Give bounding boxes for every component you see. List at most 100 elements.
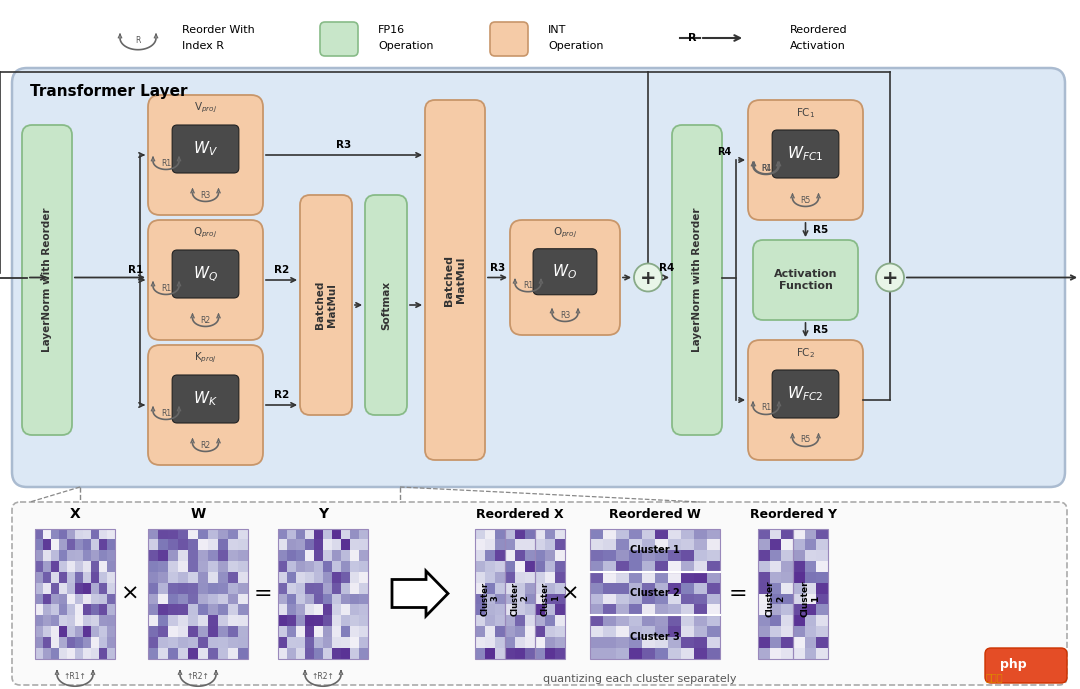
Bar — [314, 615, 323, 626]
Bar — [323, 539, 332, 551]
Bar — [770, 561, 781, 572]
Bar — [287, 551, 296, 561]
Bar — [535, 528, 565, 659]
Bar — [107, 561, 114, 572]
Bar — [278, 593, 287, 604]
Bar — [75, 539, 83, 551]
Bar — [208, 561, 218, 572]
Bar — [148, 593, 158, 604]
Bar — [350, 626, 359, 637]
Bar — [107, 528, 114, 539]
FancyBboxPatch shape — [748, 100, 863, 220]
Text: Cluster 2: Cluster 2 — [630, 588, 680, 599]
Bar — [218, 583, 228, 593]
Text: R3: R3 — [490, 263, 505, 273]
Bar — [485, 583, 495, 593]
Bar — [616, 615, 629, 626]
Text: Activation: Activation — [789, 41, 846, 51]
Bar — [669, 583, 681, 593]
Text: R3: R3 — [559, 311, 570, 320]
Bar — [178, 593, 188, 604]
Bar — [198, 583, 208, 593]
Bar — [350, 572, 359, 583]
Bar — [603, 593, 616, 604]
Bar — [75, 593, 83, 604]
Text: Cluster
2: Cluster 2 — [511, 582, 529, 615]
Bar — [296, 528, 305, 539]
Bar — [545, 561, 555, 572]
Bar — [629, 551, 642, 561]
Bar — [43, 572, 51, 583]
Bar — [525, 637, 535, 648]
Bar — [35, 583, 43, 593]
Bar — [654, 561, 669, 572]
Bar — [323, 528, 332, 539]
Bar — [332, 637, 341, 648]
Bar — [505, 615, 515, 626]
Bar — [83, 539, 91, 551]
Bar — [758, 604, 770, 615]
Bar — [781, 593, 793, 604]
Bar — [681, 528, 694, 539]
Bar — [314, 551, 323, 561]
Text: 中文网: 中文网 — [986, 672, 1003, 682]
Bar — [148, 539, 158, 551]
Bar — [781, 561, 793, 572]
Bar — [545, 615, 555, 626]
Bar — [707, 604, 720, 615]
Bar — [314, 561, 323, 572]
Bar — [198, 604, 208, 615]
Bar — [51, 539, 59, 551]
Bar — [287, 561, 296, 572]
Text: +: + — [881, 269, 899, 288]
Bar — [341, 583, 350, 593]
Bar — [168, 561, 178, 572]
Bar — [359, 572, 368, 583]
Bar — [91, 648, 99, 659]
Bar — [359, 539, 368, 551]
Text: Operation: Operation — [548, 41, 604, 51]
Bar — [545, 626, 555, 637]
Bar — [314, 528, 323, 539]
Bar — [305, 593, 314, 604]
Bar — [505, 583, 515, 593]
Bar — [816, 637, 828, 648]
Text: =: = — [254, 584, 272, 604]
Bar — [148, 626, 158, 637]
Bar — [218, 626, 228, 637]
Bar — [158, 528, 168, 539]
Bar — [51, 551, 59, 561]
Bar — [545, 648, 555, 659]
Bar — [287, 615, 296, 626]
FancyBboxPatch shape — [320, 22, 357, 56]
Bar — [99, 551, 107, 561]
Bar — [178, 539, 188, 551]
Bar — [525, 615, 535, 626]
Bar — [707, 637, 720, 648]
Bar — [781, 604, 793, 615]
Bar — [83, 551, 91, 561]
Text: R2: R2 — [201, 316, 211, 325]
Bar — [669, 572, 681, 583]
Text: R5: R5 — [813, 225, 828, 235]
Text: R4: R4 — [659, 263, 675, 273]
Bar — [475, 604, 485, 615]
Bar — [694, 551, 707, 561]
Bar — [168, 637, 178, 648]
Bar — [805, 528, 816, 539]
Bar — [629, 528, 642, 539]
Bar — [323, 551, 332, 561]
Text: quantizing each cluster separately: quantizing each cluster separately — [543, 674, 737, 683]
Text: W: W — [190, 508, 205, 522]
Bar — [67, 615, 75, 626]
Bar — [35, 648, 43, 659]
Text: php: php — [1000, 658, 1027, 671]
Bar — [228, 637, 238, 648]
Bar — [43, 637, 51, 648]
Bar — [148, 528, 158, 539]
Bar — [694, 539, 707, 551]
Bar — [555, 561, 565, 572]
Bar — [495, 551, 505, 561]
Bar — [75, 626, 83, 637]
Bar — [535, 539, 545, 551]
